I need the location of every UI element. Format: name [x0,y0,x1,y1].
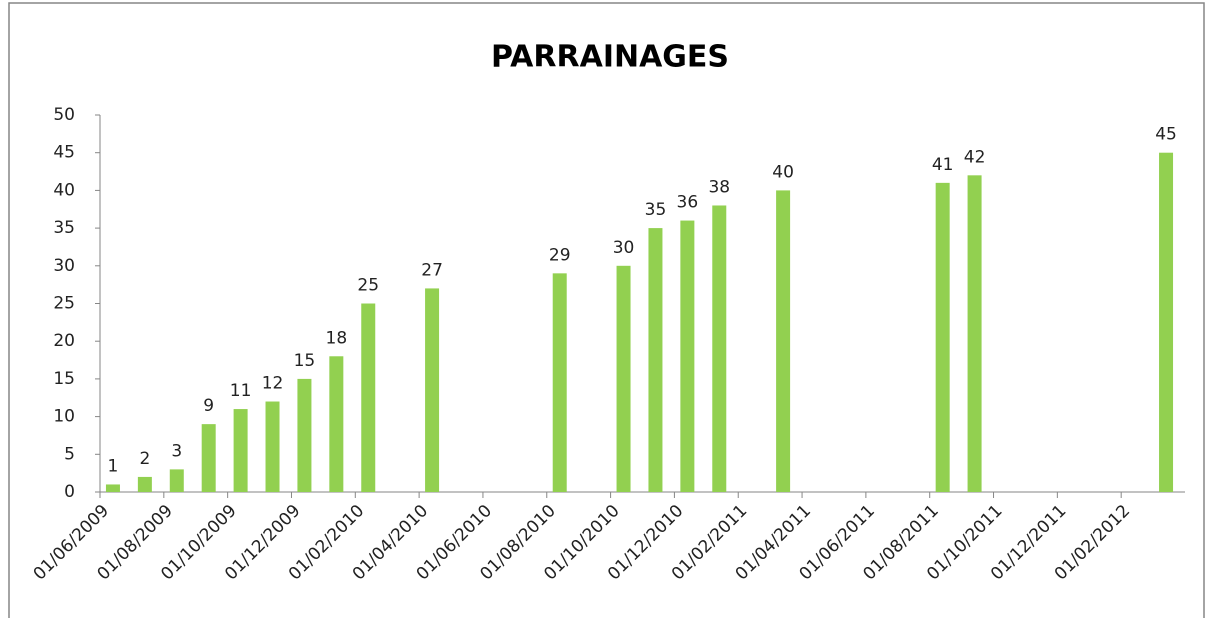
y-tick-label: 10 [53,407,75,427]
bar [361,303,376,492]
data-label: 1 [108,456,119,476]
data-label: 38 [708,177,730,197]
bar [776,190,791,492]
data-label: 18 [326,328,348,348]
bar [137,476,152,492]
bar [1159,152,1174,492]
bar [233,409,248,492]
data-label: 2 [139,449,150,469]
bar [935,182,950,493]
y-tick-label: 35 [53,218,75,238]
data-label: 36 [677,193,699,213]
data-label: 45 [1155,125,1177,145]
y-tick-label: 20 [53,331,75,351]
data-label: 25 [357,276,379,296]
bar [105,484,120,492]
bar [680,220,695,492]
data-label: 29 [549,245,571,265]
y-tick-label: 15 [53,369,75,389]
y-tick-label: 5 [64,444,75,464]
data-label: 3 [171,441,182,461]
data-label: 9 [203,396,214,416]
data-label: 11 [230,381,252,401]
data-label: 40 [772,162,794,182]
y-tick-label: 50 [53,105,75,125]
data-label: 35 [645,200,667,220]
bar [712,205,727,493]
data-label: 12 [262,374,284,394]
bar [552,273,567,492]
data-label: 42 [964,147,986,167]
chart-frame [8,2,1205,618]
bar [201,424,216,492]
y-tick-label: 45 [53,143,75,163]
data-label: 30 [613,238,635,258]
data-label: 27 [421,260,443,280]
data-label: 41 [932,155,954,175]
bar [425,288,440,492]
y-tick-label: 0 [64,482,75,502]
bar [616,265,631,492]
chart-title: PARRAINAGES [491,40,729,75]
y-tick-label: 40 [53,180,75,200]
y-tick-label: 30 [53,256,75,276]
bar [329,356,344,492]
bar [967,175,982,492]
bar [265,401,280,492]
bar [169,469,184,492]
bar [297,378,312,492]
bar [648,228,663,492]
data-label: 15 [294,351,316,371]
y-tick-label: 25 [53,294,75,314]
